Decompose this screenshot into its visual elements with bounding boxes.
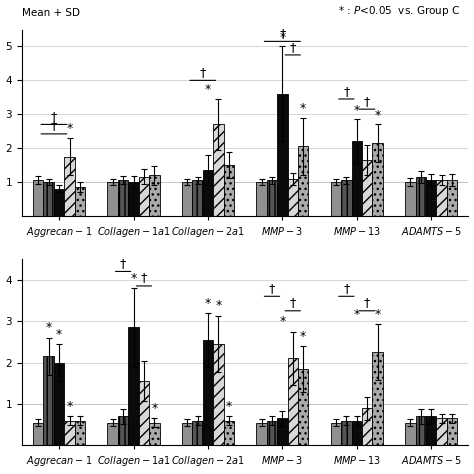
Bar <box>54 189 64 216</box>
Bar <box>75 187 85 216</box>
Text: *: * <box>66 400 73 413</box>
Bar <box>405 182 416 216</box>
Bar <box>128 328 139 446</box>
Bar <box>75 420 85 446</box>
Text: †: † <box>269 282 275 295</box>
Text: *: * <box>279 31 285 44</box>
Bar <box>213 344 224 446</box>
Text: *: * <box>354 308 360 321</box>
Text: *: * <box>130 272 137 285</box>
Bar <box>256 423 267 446</box>
Text: *: * <box>46 321 52 334</box>
Text: *: * <box>56 328 62 341</box>
Bar <box>203 170 213 216</box>
Bar <box>341 180 352 216</box>
Bar <box>352 141 362 216</box>
Text: †: † <box>120 257 126 270</box>
Bar <box>331 182 341 216</box>
Bar <box>118 417 128 446</box>
Bar <box>362 408 373 446</box>
Text: †: † <box>364 296 370 309</box>
Bar <box>416 177 426 216</box>
Bar <box>437 180 447 216</box>
Text: *: * <box>300 102 306 115</box>
Bar <box>44 182 54 216</box>
Text: †: † <box>200 66 206 79</box>
Bar <box>288 179 298 216</box>
Bar <box>139 177 149 216</box>
Text: *: * <box>66 122 73 135</box>
Bar <box>213 124 224 216</box>
Bar <box>416 417 426 446</box>
Bar <box>203 340 213 446</box>
Text: †: † <box>51 119 57 133</box>
Text: *: * <box>374 308 381 321</box>
Bar <box>352 420 362 446</box>
Bar <box>277 419 288 446</box>
Bar <box>192 420 203 446</box>
Text: †: † <box>364 95 370 108</box>
Text: *: * <box>354 104 360 117</box>
Text: Mean + SD: Mean + SD <box>22 9 80 18</box>
Bar <box>224 420 234 446</box>
Text: †: † <box>290 41 296 54</box>
Bar <box>267 180 277 216</box>
Text: *: * <box>205 297 211 310</box>
Text: *: * <box>374 109 381 122</box>
Text: *: * <box>279 315 285 328</box>
Bar <box>33 423 44 446</box>
Bar <box>128 182 139 216</box>
Bar <box>447 180 457 216</box>
Bar <box>341 420 352 446</box>
Bar <box>256 182 267 216</box>
Bar <box>108 182 118 216</box>
Bar <box>437 419 447 446</box>
Text: *: * <box>226 400 232 413</box>
Bar <box>362 160 373 216</box>
Text: †: † <box>141 271 147 284</box>
Text: *: * <box>205 83 211 96</box>
Bar <box>288 358 298 446</box>
Bar <box>267 420 277 446</box>
Bar <box>44 356 54 446</box>
Bar <box>149 175 160 216</box>
Bar <box>426 180 437 216</box>
Bar <box>118 180 128 216</box>
Bar <box>139 381 149 446</box>
Bar <box>447 419 457 446</box>
Text: $*$ : $\it{P}$<0.05  vs. Group C: $*$ : $\it{P}$<0.05 vs. Group C <box>337 4 459 18</box>
Bar <box>108 423 118 446</box>
Bar <box>331 423 341 446</box>
Text: †: † <box>51 110 57 123</box>
Text: †: † <box>290 296 296 309</box>
Bar <box>298 146 309 216</box>
Bar <box>426 417 437 446</box>
Bar <box>182 423 192 446</box>
Text: †: † <box>343 282 349 295</box>
Bar <box>149 423 160 446</box>
Text: *: * <box>151 402 157 415</box>
Bar <box>405 423 416 446</box>
Bar <box>373 143 383 216</box>
Bar <box>64 420 75 446</box>
Bar <box>64 156 75 216</box>
Bar <box>373 352 383 446</box>
Text: *: * <box>300 330 306 343</box>
Text: †: † <box>279 27 285 40</box>
Bar <box>224 165 234 216</box>
Bar <box>192 180 203 216</box>
Bar <box>33 180 44 216</box>
Bar <box>277 94 288 216</box>
Text: *: * <box>215 300 221 312</box>
Bar <box>298 369 309 446</box>
Bar <box>182 182 192 216</box>
Bar <box>54 363 64 446</box>
Text: †: † <box>343 85 349 98</box>
